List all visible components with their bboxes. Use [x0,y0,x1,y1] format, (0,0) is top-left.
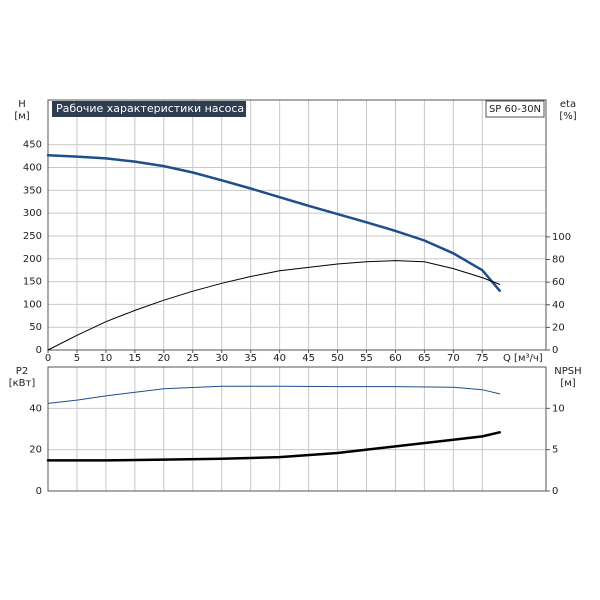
y-tick-label: 40 [29,403,42,414]
model-label: SP 60-30N [489,104,541,115]
title-box [52,101,246,117]
y-axis-label: P2 [16,366,28,377]
y-tick-label: 50 [29,322,42,333]
series-line [47,260,501,351]
x-tick-label: 50 [331,353,344,364]
y2-tick-label: 0 [552,486,558,497]
y-tick-label: 100 [23,299,42,310]
x-tick-label: 45 [302,353,315,364]
y-tick-label: 400 [23,163,42,174]
x-axis-label: Q [м³/ч] [503,353,543,364]
x-tick-label: 15 [128,353,141,364]
y2-axis-label: eta [560,99,576,110]
plot-frame [47,366,547,492]
x-tick-label: 70 [447,353,460,364]
y-tick-label: 250 [23,231,42,242]
x-tick-label: 40 [273,353,286,364]
x-tick-label: 30 [215,353,228,364]
y2-axis-unit: [%] [559,111,576,122]
x-tick-label: 75 [476,353,489,364]
x-tick-label: 0 [45,353,51,364]
y2-tick-label: 40 [552,300,565,311]
y-axis-unit: [м] [14,111,29,122]
y-axis-unit: [кВт] [9,378,36,389]
y2-axis-unit: [м] [560,378,575,389]
y2-tick-label: 5 [552,445,558,456]
plot-frame [47,99,547,351]
series-line [47,385,501,404]
y2-tick-label: 20 [552,322,565,333]
x-tick-label: 65 [418,353,431,364]
y2-tick-label: 10 [552,403,565,414]
y-tick-label: 300 [23,208,42,219]
y2-tick-label: 60 [552,277,565,288]
x-tick-label: 10 [100,353,113,364]
y-tick-label: 350 [23,185,42,196]
x-tick-label: 60 [389,353,402,364]
y-tick-label: 20 [29,445,42,456]
y-tick-label: 150 [23,277,42,288]
y-tick-label: 200 [23,254,42,265]
x-tick-label: 20 [157,353,170,364]
y2-tick-label: 80 [552,255,565,266]
x-tick-label: 55 [360,353,373,364]
y-tick-label: 0 [36,486,42,497]
y2-tick-label: 0 [552,345,558,356]
series-line [46,153,501,292]
x-tick-label: 25 [186,353,199,364]
model-box [485,100,545,118]
y2-axis-label: NPSH [554,366,581,377]
y2-tick-label: 100 [552,232,571,243]
x-tick-label: 35 [244,353,257,364]
x-tick-label: 5 [74,353,80,364]
y-tick-label: 450 [23,140,42,151]
y-tick-label: 0 [36,345,42,356]
y-axis-label: H [18,99,26,110]
series-line [46,431,501,462]
chart-title: Рабочие характеристики насоса [56,102,244,115]
